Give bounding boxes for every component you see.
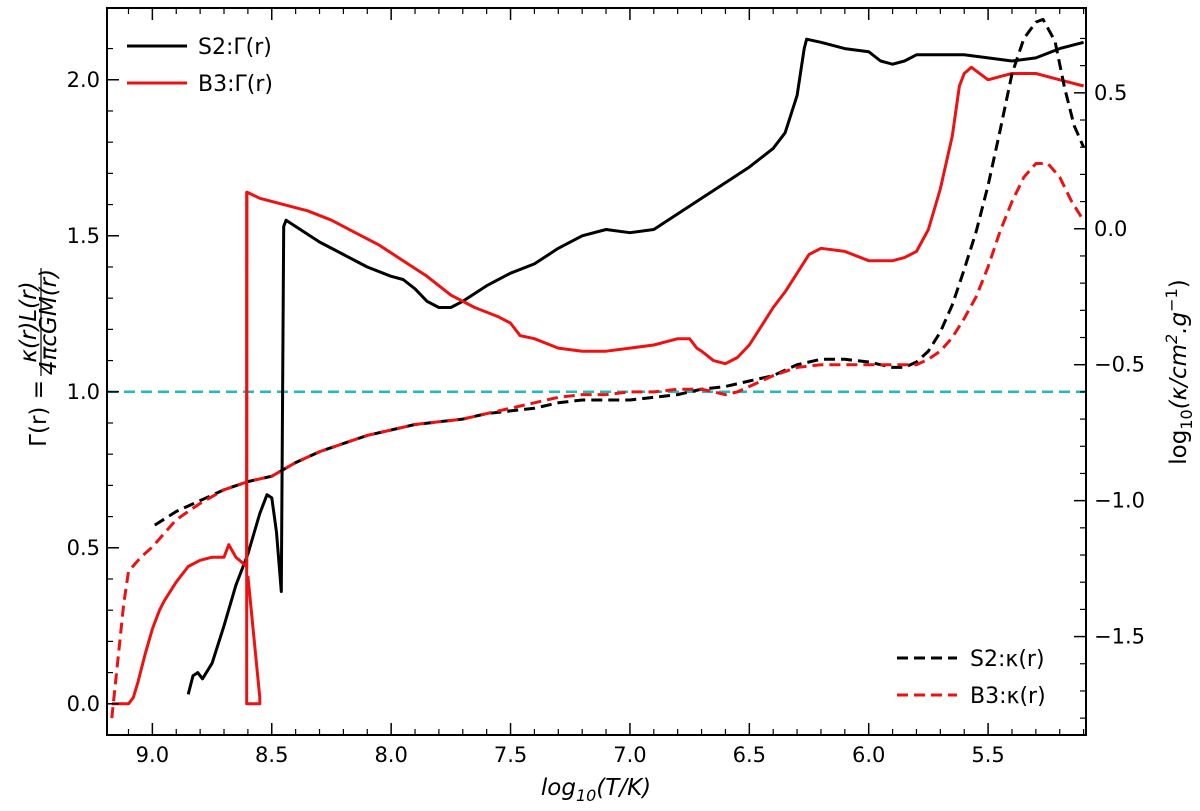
x-tick-label: 5.5 (971, 743, 1004, 767)
y-axis-label-right: log10(κ/cm2.g−1) (1162, 279, 1196, 464)
y-right-label-mid: .g (1166, 312, 1192, 334)
series-line-2 (245, 192, 262, 706)
plot-frame (106, 7, 1087, 736)
y-right-label-main: log (1166, 430, 1192, 465)
y-right-tick-label: −1.5 (1094, 625, 1145, 649)
y-right-label-sup2: −1 (1162, 288, 1181, 312)
x-tick-label: 6.0 (852, 743, 885, 767)
series-line-3 (153, 17, 1085, 527)
series-layer (107, 17, 1086, 719)
x-tick-label: 6.5 (733, 743, 766, 767)
y-left-tick-label: 0.0 (67, 692, 100, 716)
y-left-label-numerator: κ(r)L(r) (16, 281, 42, 362)
x-axis-label-rest: (T/K) (596, 775, 651, 801)
y-axis-label-left: Γ(r) = κ(r)L(r) 4πcGM(r) (16, 268, 62, 447)
legend-bottom-right: S2:κ(r) B3:κ(r) (897, 647, 1046, 709)
series-line-4 (110, 162, 1085, 719)
y-right-tick-label: −0.5 (1094, 353, 1145, 377)
y-right-tick-label: 0.0 (1094, 217, 1127, 241)
x-tick-label: 8.5 (255, 743, 288, 767)
y-right-label-sub: 10 (1177, 409, 1196, 429)
y-right-label-rest: (κ/cm (1166, 344, 1192, 409)
x-axis-label-sub: 10 (576, 786, 596, 805)
y-left-tick-label: 1.0 (67, 380, 100, 404)
legend-label-s2-kappa: S2:κ(r) (970, 647, 1045, 672)
y-left-label-denominator: 4πcGM(r) (36, 269, 62, 375)
legend-label-b3-gamma: B3:Γ(r) (198, 72, 273, 97)
legend-label-b3-kappa: B3:κ(r) (970, 684, 1046, 709)
y-right-label-end: ) (1166, 279, 1192, 288)
y-left-tick-label: 0.5 (67, 536, 100, 560)
y-left-label-prefix: Γ(r) = (26, 380, 52, 447)
x-axis-label: log10(T/K) (541, 775, 651, 805)
ticks-layer: 9.0 8.5 8.0 7.5 7.0 6.5 6.0 5.5 0.0 0.5 1.0 1.5 2.0 −… (67, 8, 1145, 767)
y-right-tick-label: −1.0 (1094, 489, 1145, 513)
x-tick-label: 7.0 (613, 743, 646, 767)
x-tick-label: 7.5 (494, 743, 527, 767)
y-left-tick-label: 1.5 (67, 224, 100, 248)
series-line-0 (186, 37, 1084, 695)
x-tick-label: 8.0 (374, 743, 407, 767)
y-right-label-sup1: 2 (1162, 334, 1181, 344)
x-tick-label: 9.0 (136, 743, 169, 767)
y-left-tick-label: 2.0 (67, 68, 100, 92)
y-right-tick-label: 0.5 (1094, 81, 1127, 105)
x-axis-label-main: log (541, 775, 576, 801)
legend-label-s2-gamma: S2:Γ(r) (198, 35, 272, 60)
series-line-1 (111, 65, 1084, 706)
legend-top-left: S2:Γ(r) B3:Γ(r) (127, 35, 273, 97)
